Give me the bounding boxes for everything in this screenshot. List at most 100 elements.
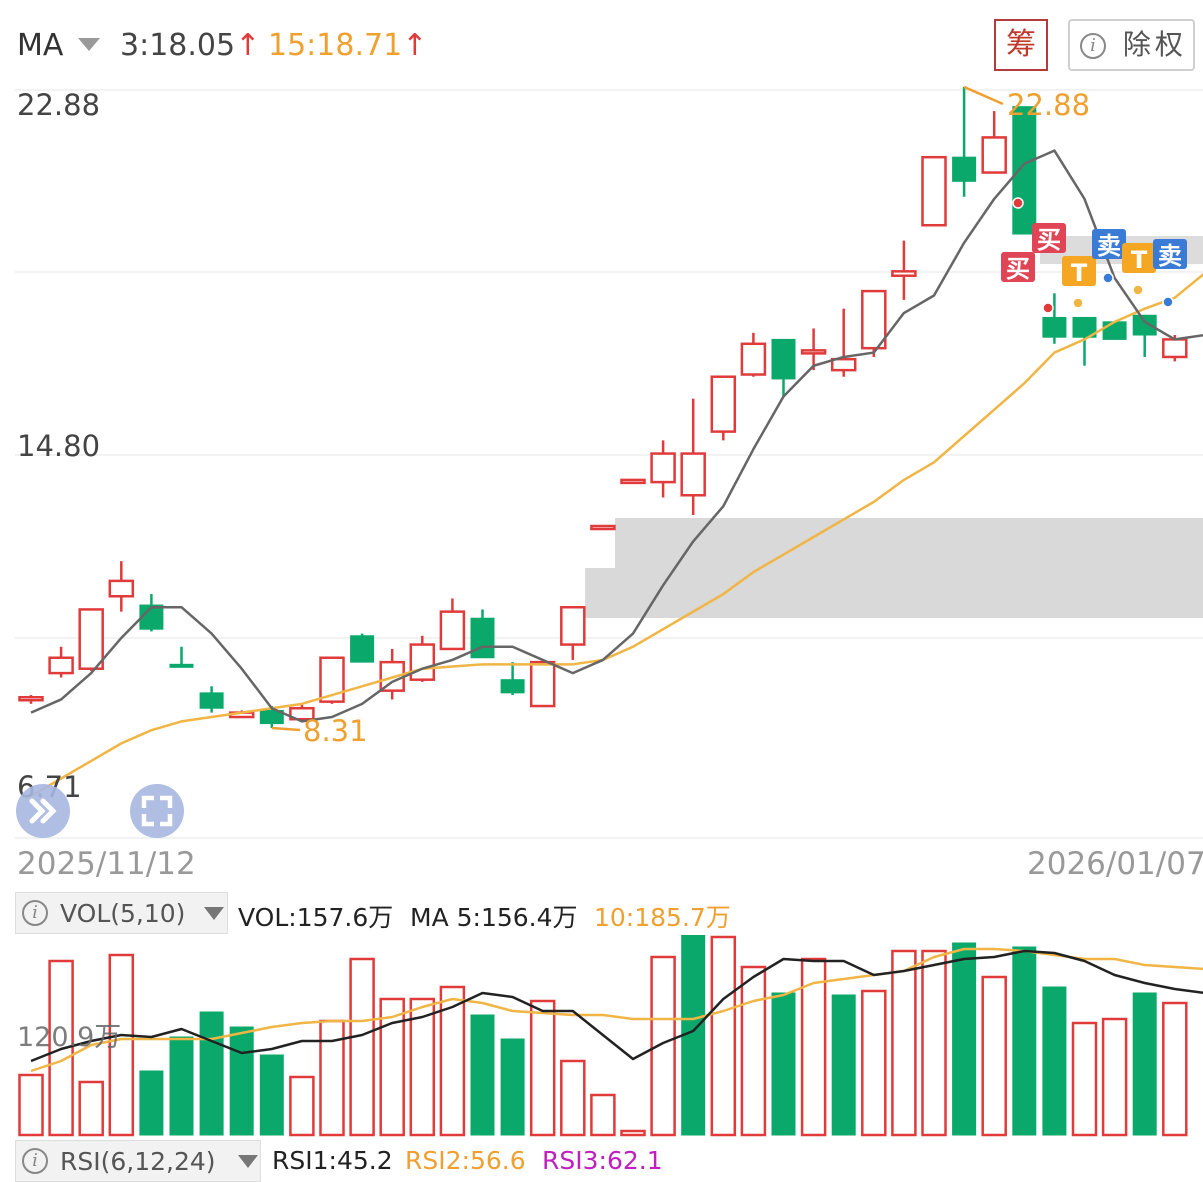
volume-bar [379,997,405,1137]
volume-bar [560,1059,586,1137]
volume-bar [199,1011,224,1136]
rsi3-value: RSI3:62.1 [542,1146,663,1175]
volume-chart[interactable] [0,935,1203,1140]
t-signal-badge-label: T [1131,246,1148,274]
chip-distribution-button[interactable]: 筹 [994,19,1048,71]
fullscreen-icon [141,795,173,827]
candle-body [18,696,44,702]
up-arrow-icon: ↑ [235,28,261,63]
volume-bar [861,989,887,1137]
high-price-label: 22.88 [1007,88,1091,122]
candle-body [981,136,1007,174]
candle-body [199,692,224,709]
volume-bar [349,957,375,1137]
volume-bar [470,1014,495,1136]
candle-body [891,270,917,277]
t-signal-badge[interactable] [1062,256,1096,286]
volume-bar [289,1075,315,1137]
volume-bar [981,975,1007,1137]
volume-bar [1162,1001,1188,1137]
buy-signal-badge[interactable] [1001,252,1035,282]
sell-signal-badge[interactable] [1092,229,1126,259]
volume-bar [710,935,737,1137]
candle-body [1072,316,1097,338]
sell-signal-badge-label: 卖 [1097,232,1121,260]
volume-bar [952,942,977,1136]
candle-body [1042,316,1067,338]
volume-bar [108,953,135,1137]
sell-signal-badge[interactable] [1153,239,1187,269]
candle-body [650,452,676,484]
candle-body [48,656,74,675]
volume-bar [259,1054,284,1136]
date-axis: 2025/11/12 2026/01/07 [0,840,1203,888]
candle-body [289,706,315,721]
dropdown-icon [204,907,224,920]
volume-bar [891,949,917,1137]
rsi-indicator-selector[interactable]: i RSI(6,12,24) [15,1140,261,1182]
candle-body [830,357,857,372]
volume-axis-label: 120.9万 [17,1022,122,1053]
t-signal-badge-label: T [1071,259,1088,287]
volume-bar [1071,1021,1098,1137]
buy-signal-badge[interactable] [1032,223,1066,253]
volume-bar [921,949,947,1137]
candle-body [500,679,525,694]
volume-bar [229,1026,254,1136]
fullscreen-button[interactable] [130,784,184,838]
date-end: 2026/01/07 [1027,846,1203,882]
volume-bar [1132,992,1157,1136]
buy-signal-badge-label: 买 [1037,226,1061,254]
candle-body [590,524,616,531]
candle-body [78,608,104,670]
volume-bar [800,957,827,1137]
ma-long-value: 15:18.71↑ [268,28,428,63]
candle-body [1132,314,1157,336]
adjust-button[interactable]: i 除权 [1068,19,1195,71]
low-pointer-line [271,726,301,732]
up-arrow-icon: ↑ [402,28,428,63]
volume-bar [409,997,436,1137]
indicator-dropdown-icon[interactable] [78,38,100,51]
candle-body [169,663,194,668]
volume-bar [620,1129,646,1137]
volume-bar [18,1073,44,1137]
volume-bar [529,999,556,1137]
info-icon: i [22,900,48,926]
candle-body [1012,106,1037,235]
price-axis-top: 22.88 [17,88,101,122]
candle-body [921,155,947,227]
candle-body [439,610,466,651]
info-icon: i [22,1148,48,1174]
candle-body [1162,338,1188,359]
rsi1-value: RSI1:45.2 [272,1146,393,1175]
t-signal-badge[interactable] [1122,243,1156,273]
expand-left-button[interactable] [16,784,70,838]
volume-indicator-selector[interactable]: i VOL(5,10) [15,892,228,934]
volume-bar [500,1038,525,1136]
volume-indicator-name: VOL(5,10) [60,899,186,928]
date-start: 2025/11/12 [17,846,196,882]
volume-ma5-line [30,949,1203,1063]
ma-short-line [30,149,1203,723]
volume-ma5: MA 5:156.4万 [410,903,578,932]
low-price-label: 8.31 [303,714,368,748]
candle-body [259,709,284,725]
candle-body [620,478,646,485]
volume-bar [590,1093,616,1137]
rsi-indicator-name: RSI(6,12,24) [60,1147,216,1176]
adjust-label: 除权 [1122,28,1187,61]
volume-bar [650,955,676,1137]
volume-bar [1042,986,1067,1136]
candle-body [771,338,796,380]
volume-bar [771,992,796,1136]
high-pointer-line [963,85,1004,106]
indicator-name[interactable]: MA [17,28,64,63]
signal-dot [1012,197,1024,209]
volume-bar [1101,1017,1128,1137]
support-zone [615,518,1203,570]
signal-dot [1102,272,1114,284]
rsi2-value: RSI2:56.6 [405,1146,526,1175]
volume-bar [169,1036,194,1136]
